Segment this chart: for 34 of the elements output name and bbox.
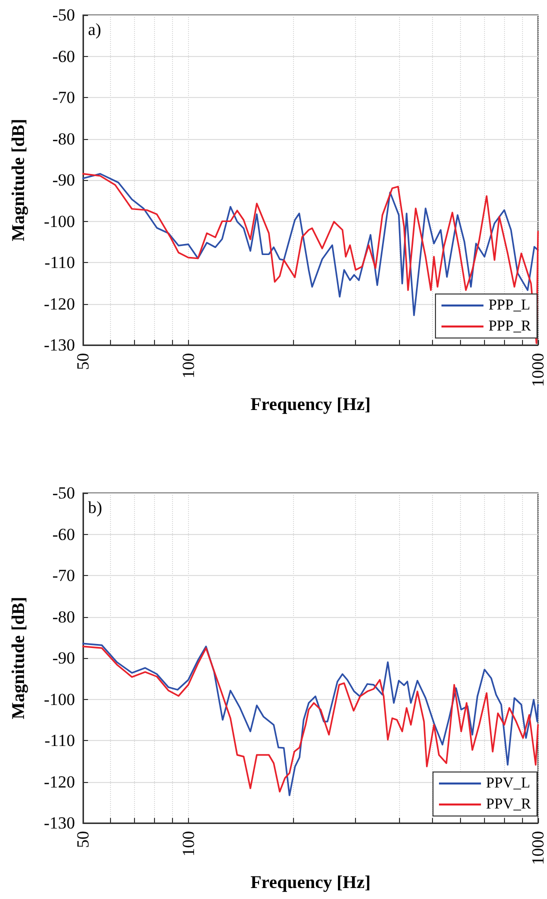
y-tick-label: -120: [44, 772, 75, 792]
annotation: b): [88, 498, 102, 517]
x-tick-label: 1000: [528, 353, 547, 387]
y-tick-label: -110: [44, 731, 75, 750]
y-tick-label: -90: [52, 170, 75, 190]
y-tick-label: -100: [44, 212, 75, 231]
legend-label: PPV_R: [486, 796, 532, 812]
x-axis-title: Frequency [Hz]: [250, 872, 371, 892]
y-tick-label: -50: [52, 484, 75, 502]
y-tick-label: -80: [52, 129, 75, 148]
x-tick-label: 100: [178, 353, 198, 378]
y-tick-label: -70: [52, 566, 75, 585]
x-tick-label: 50: [74, 353, 92, 370]
x-tick-label: 1000: [528, 831, 547, 865]
legend-label: PPP_L: [488, 298, 530, 314]
y-tick-label: -70: [52, 88, 75, 107]
y-tick-label: -60: [52, 46, 75, 66]
y-tick-label: -130: [44, 336, 75, 354]
y-tick-label: -60: [52, 524, 75, 544]
y-tick-label: -120: [44, 294, 75, 314]
legend-label: PPP_R: [488, 318, 532, 334]
y-axis-title: Magnitude [dB]: [8, 596, 28, 720]
x-tick-label: 50: [74, 831, 92, 848]
annotation: a): [88, 20, 102, 39]
y-tick-label: -90: [52, 648, 75, 668]
x-tick-label: 100: [178, 831, 198, 856]
y-tick-label: -130: [44, 814, 75, 832]
y-axis-title: Magnitude [dB]: [8, 118, 28, 242]
legend-label: PPV_L: [486, 776, 530, 792]
y-tick-label: -110: [44, 253, 75, 272]
y-tick-label: -50: [52, 6, 75, 24]
x-axis-title: Frequency [Hz]: [250, 394, 371, 414]
y-tick-label: -100: [44, 690, 75, 709]
y-tick-label: -80: [52, 607, 75, 626]
